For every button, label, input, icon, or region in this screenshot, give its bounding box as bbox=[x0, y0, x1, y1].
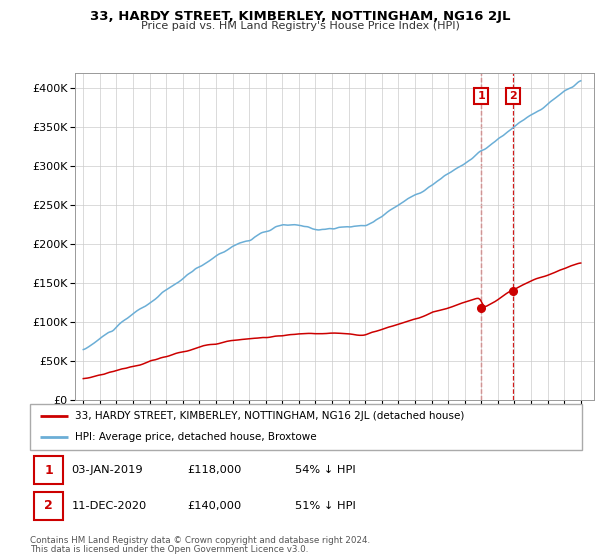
Text: 33, HARDY STREET, KIMBERLEY, NOTTINGHAM, NG16 2JL (detached house): 33, HARDY STREET, KIMBERLEY, NOTTINGHAM,… bbox=[75, 411, 464, 421]
FancyBboxPatch shape bbox=[34, 456, 63, 484]
Text: 11-DEC-2020: 11-DEC-2020 bbox=[71, 501, 146, 511]
Text: 1: 1 bbox=[478, 91, 485, 101]
Text: £140,000: £140,000 bbox=[187, 501, 242, 511]
Text: 54% ↓ HPI: 54% ↓ HPI bbox=[295, 465, 356, 475]
FancyBboxPatch shape bbox=[34, 492, 63, 520]
Text: Price paid vs. HM Land Registry's House Price Index (HPI): Price paid vs. HM Land Registry's House … bbox=[140, 21, 460, 31]
Text: 33, HARDY STREET, KIMBERLEY, NOTTINGHAM, NG16 2JL: 33, HARDY STREET, KIMBERLEY, NOTTINGHAM,… bbox=[90, 10, 510, 23]
Text: 51% ↓ HPI: 51% ↓ HPI bbox=[295, 501, 356, 511]
Text: Contains HM Land Registry data © Crown copyright and database right 2024.: Contains HM Land Registry data © Crown c… bbox=[30, 536, 370, 545]
Text: This data is licensed under the Open Government Licence v3.0.: This data is licensed under the Open Gov… bbox=[30, 545, 308, 554]
Text: 03-JAN-2019: 03-JAN-2019 bbox=[71, 465, 143, 475]
Text: £118,000: £118,000 bbox=[187, 465, 242, 475]
Text: 1: 1 bbox=[44, 464, 53, 477]
Text: HPI: Average price, detached house, Broxtowe: HPI: Average price, detached house, Brox… bbox=[75, 432, 317, 442]
FancyBboxPatch shape bbox=[30, 404, 582, 450]
Text: 2: 2 bbox=[509, 91, 517, 101]
Text: 2: 2 bbox=[44, 500, 53, 512]
